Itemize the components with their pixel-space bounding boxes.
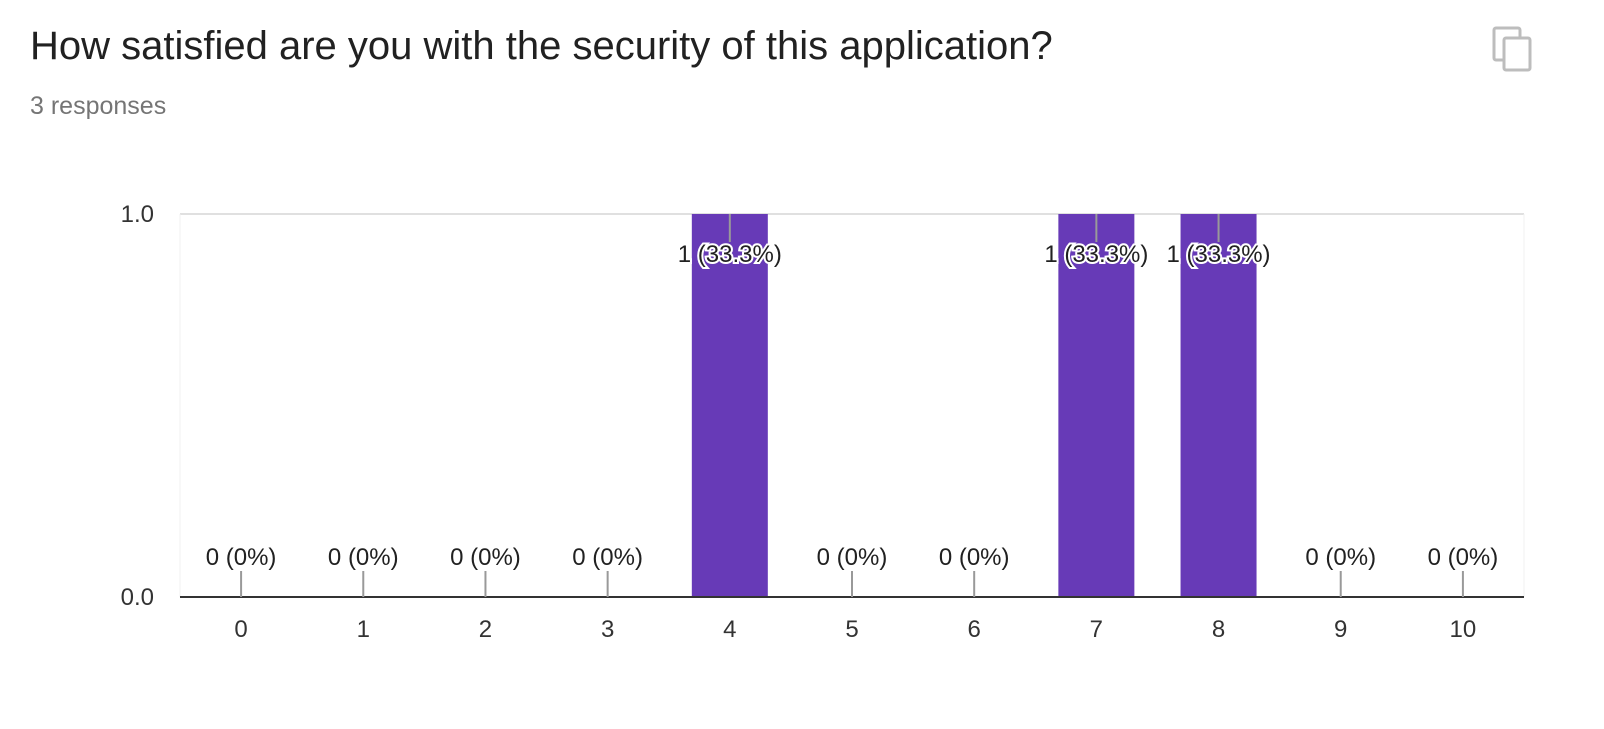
data-label-10: 0 (0%) bbox=[1428, 544, 1499, 571]
x-tick-label: 0 bbox=[234, 616, 247, 643]
data-label-2: 0 (0%) bbox=[450, 544, 521, 571]
x-tick-label: 4 bbox=[723, 616, 736, 643]
x-tick-label: 1 bbox=[357, 616, 370, 643]
question-title: How satisfied are you with the security … bbox=[30, 24, 1053, 68]
x-tick-label: 6 bbox=[968, 616, 981, 643]
data-label-4: 1 (33.3%) bbox=[678, 241, 782, 268]
data-label-8: 1 (33.3%) bbox=[1167, 241, 1271, 268]
bar-4 bbox=[691, 214, 768, 597]
data-label-7: 1 (33.3%) bbox=[1044, 241, 1148, 268]
data-label-0: 0 (0%) bbox=[206, 544, 277, 571]
data-label-5: 0 (0%) bbox=[817, 544, 888, 571]
y-tick-label: 1.0 bbox=[121, 201, 154, 228]
y-tick-label: 0.0 bbox=[121, 584, 154, 611]
bar-8 bbox=[1180, 214, 1257, 597]
data-label-3: 0 (0%) bbox=[572, 544, 643, 571]
x-tick-label: 7 bbox=[1090, 616, 1103, 643]
x-tick-label: 9 bbox=[1334, 616, 1347, 643]
x-tick-label: 8 bbox=[1212, 616, 1225, 643]
x-tick-label: 10 bbox=[1450, 616, 1477, 643]
x-tick-label: 5 bbox=[845, 616, 858, 643]
copy-chart-button[interactable] bbox=[1490, 24, 1538, 76]
response-count: 3 responses bbox=[30, 92, 167, 120]
bar-7 bbox=[1058, 214, 1135, 597]
copy-icon bbox=[1492, 26, 1532, 72]
data-label-6: 0 (0%) bbox=[939, 544, 1010, 571]
x-tick-label: 2 bbox=[479, 616, 492, 643]
data-label-1: 0 (0%) bbox=[328, 544, 399, 571]
data-label-9: 0 (0%) bbox=[1305, 544, 1376, 571]
x-tick-label: 3 bbox=[601, 616, 614, 643]
